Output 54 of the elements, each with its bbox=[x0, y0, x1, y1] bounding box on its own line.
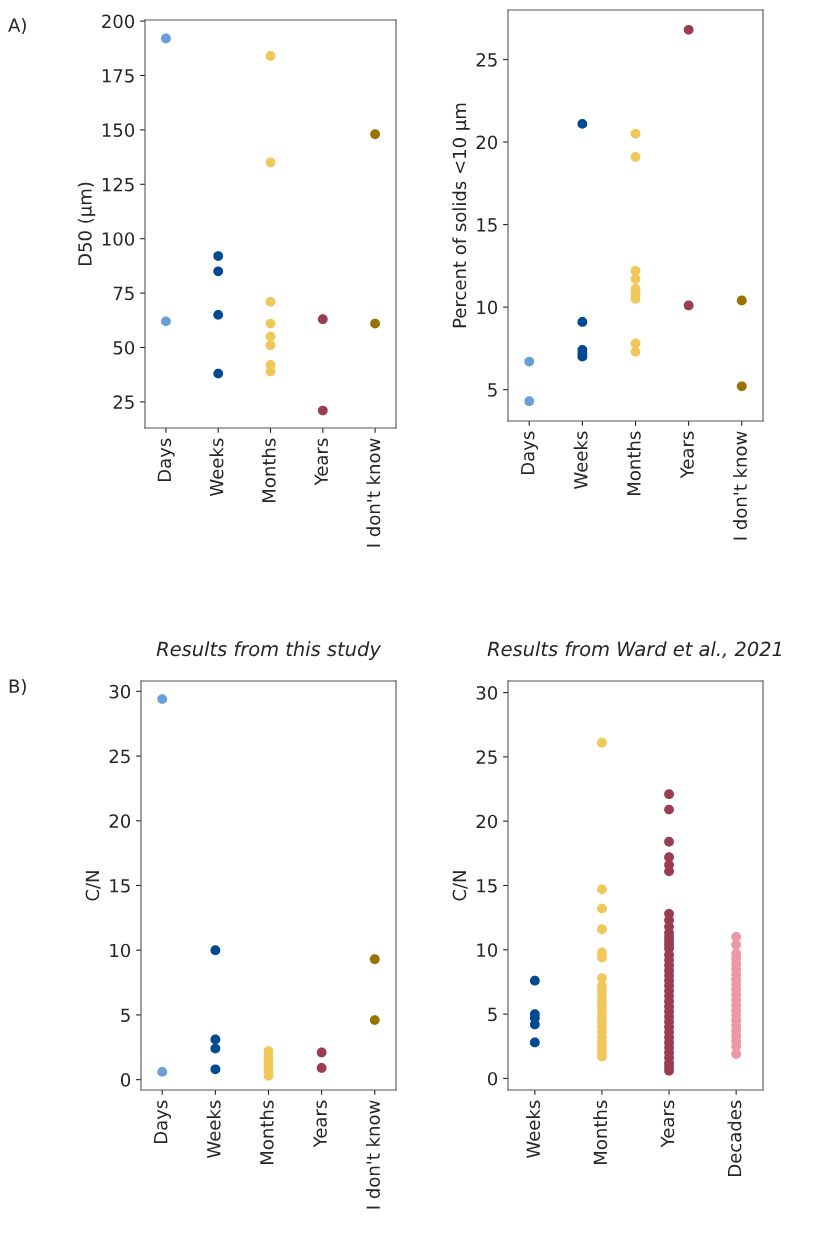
x-tick-label: Weeks bbox=[209, 438, 224, 496]
chart-title: Results from Ward et al., 2021 bbox=[487, 641, 781, 659]
x-tick-label: Years bbox=[680, 431, 694, 479]
y-tick-label: 10 bbox=[477, 300, 498, 315]
y-tick-label: 50 bbox=[113, 340, 135, 355]
x-tick-label: Days bbox=[154, 1100, 171, 1144]
y-tick-label: 0 bbox=[487, 1071, 498, 1086]
y-axis-title: C/N bbox=[85, 871, 101, 901]
y-tick-label: 5 bbox=[121, 1008, 130, 1023]
y-axis-title: D50 (µm) bbox=[77, 182, 96, 266]
y-tick-label: 15 bbox=[110, 879, 130, 893]
x-tick-label: Months bbox=[259, 1100, 274, 1164]
x-tick-label: Weeks bbox=[526, 1100, 541, 1158]
x-tick-label: Months bbox=[593, 1100, 608, 1164]
y-tick-label: 25 bbox=[109, 749, 130, 764]
x-tick-label: Weeks bbox=[573, 431, 588, 489]
y-tick-label: 30 bbox=[476, 686, 498, 700]
y-tick-label: 15 bbox=[477, 218, 497, 232]
text: B) bbox=[9, 679, 26, 696]
y-tick-label: 5 bbox=[488, 1007, 497, 1022]
y-tick-label: 150 bbox=[102, 123, 135, 137]
y-tick-label: 20 bbox=[476, 814, 498, 829]
x-tick-label: Decades bbox=[727, 1100, 742, 1176]
y-axis-title: C/N bbox=[452, 871, 468, 901]
y-tick-label: 25 bbox=[476, 52, 497, 67]
x-tick-label: I don't know bbox=[733, 431, 747, 540]
y-tick-label: 25 bbox=[476, 750, 497, 764]
x-tick-label: I don't know bbox=[366, 1100, 380, 1209]
y-tick-label: 75 bbox=[113, 286, 134, 301]
y-tick-label: 0 bbox=[120, 1073, 131, 1087]
y-tick-label: 25 bbox=[113, 395, 134, 409]
y-tick-label: 5 bbox=[488, 383, 497, 397]
x-tick-label: Days bbox=[521, 431, 538, 475]
y-tick-label: 200 bbox=[102, 14, 135, 29]
x-tick-label: Years bbox=[314, 438, 329, 486]
y-tick-label: 10 bbox=[110, 943, 131, 958]
y-tick-label: 175 bbox=[102, 69, 134, 83]
x-tick-label: Days bbox=[157, 438, 175, 482]
y-tick-label: 30 bbox=[109, 684, 131, 699]
x-tick-label: Years bbox=[313, 1100, 327, 1148]
x-tick-label: Months bbox=[261, 438, 276, 502]
text: A) bbox=[8, 18, 26, 35]
x-tick-label: I don't know bbox=[366, 438, 381, 547]
y-tick-label: 10 bbox=[477, 943, 498, 957]
y-tick-label: 100 bbox=[102, 232, 135, 246]
x-tick-label: Months bbox=[626, 431, 641, 495]
x-tick-label: Years bbox=[660, 1100, 675, 1148]
x-tick-label: Weeks bbox=[206, 1100, 221, 1158]
y-tick-label: 15 bbox=[477, 879, 497, 893]
chart-title: Results from this study bbox=[156, 641, 382, 661]
y-tick-label: 20 bbox=[109, 814, 131, 828]
y-axis-title: Percent of solids <10 µm bbox=[452, 103, 470, 328]
y-tick-label: 20 bbox=[476, 135, 498, 150]
y-tick-label: 125 bbox=[102, 177, 134, 192]
